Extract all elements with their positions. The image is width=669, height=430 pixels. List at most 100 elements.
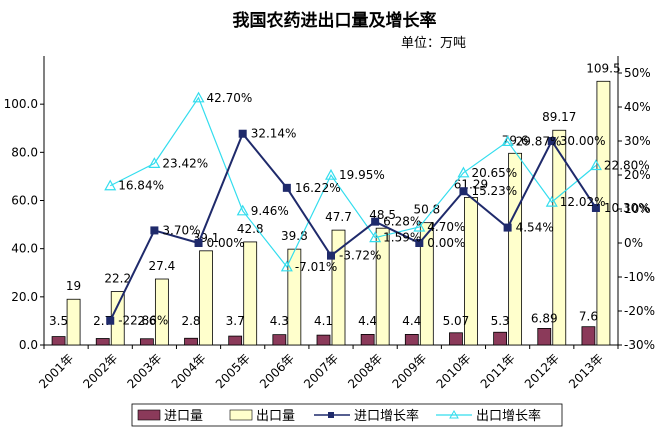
export-growth-label: 16.84% [118,179,164,193]
y-right-tick-label: 0% [624,236,643,250]
export-growth-label: 22.80% [604,158,650,172]
x-tick-label: 2002年 [80,351,120,391]
legend-swatch-import [137,409,161,421]
x-tick-label: 2011年 [478,351,518,391]
bar-import-label: 7.6 [579,310,598,324]
bar-import [581,326,596,346]
export-growth-point [457,166,470,178]
bar-import-label: 2.8 [181,314,200,328]
import-growth-point [459,187,468,196]
y-left-tick-label: 20.0 [11,290,38,304]
bar-import [537,328,552,346]
legend-swatch-export [229,409,253,421]
import-growth-point [150,226,159,235]
legend-marker-import-growth [328,412,334,418]
x-tick-label: 2012年 [522,351,562,391]
export-growth-label: 23.42% [162,156,208,170]
import-growth-point [106,316,115,325]
export-growth-point [148,157,161,168]
bar-import [228,335,243,346]
export-growth-point [501,135,514,147]
y-right-tick-label: 40% [624,100,651,114]
export-growth-point [192,91,205,103]
legend-label-import: 进口量 [164,409,203,424]
line-series [104,91,602,325]
import-growth-point [371,217,380,226]
export-growth-label: 29.87% [516,134,562,148]
import-growth-label: -3.72% [339,249,381,263]
x-tick-label: 2009年 [389,351,429,391]
y-left-tick-label: 80.0 [11,145,38,159]
legend-label-export: 出口量 [256,409,295,424]
export-growth-point [236,204,249,216]
bar-export-label: 50.8 [413,203,440,217]
bar-import-label: 3.5 [49,314,68,328]
legend: 进口量 出口量 进口增长率 出口增长率 [131,403,563,427]
line-labels: 16.84% 23.42% 42.70% 9.46% -7.01% 19.95% 1.59%… [118,91,649,328]
export-growth-label: 12.02% [560,195,606,209]
bar-import-label: 6.89 [531,311,558,325]
bar-import-label: 2.6 [137,314,156,328]
bar-import-label: 4.1 [314,314,333,328]
export-growth-label: -7.01% [295,260,337,274]
x-tick-label: 2013年 [566,351,606,391]
x-tick-label: 2010年 [434,351,474,391]
bar-export-label: 39.8 [281,229,308,243]
x-tick-label: 2004年 [169,351,209,391]
bar-export [243,241,258,346]
bar-import-label: 4.4 [358,314,377,328]
import-growth-label: 6.28% [383,215,421,229]
bar-labels: 3.5192.722.22.627.42.839.13.742.84.339.8… [49,61,621,328]
bar-import [493,331,508,346]
export-growth-point [280,260,293,272]
bar-series [51,80,611,346]
import-growth-point [282,183,291,192]
bar-export [66,298,81,346]
import-growth-label: 15.23% [471,184,517,198]
chart-subtitle: 单位：万吨 [401,36,467,51]
x-tick-label: 2001年 [36,351,76,391]
bar-export [287,248,302,346]
x-tick-label: 2005年 [213,351,253,391]
export-growth-line [109,96,597,268]
export-growth-point [104,179,117,191]
y-right-tick-label: 20% [624,168,651,182]
y-left-tick-label: 40.0 [11,242,38,256]
bar-export [154,278,169,346]
legend-marker-export-growth [449,409,459,419]
bar-export [508,152,523,346]
bar-import [51,336,66,346]
bar-export [375,227,390,346]
bar-import-label: 4.3 [270,314,289,328]
bar-export-label: 109.5 [586,61,620,75]
y-right-tick-label: -30% [624,338,655,352]
export-growth-point [369,231,382,243]
bar-import [272,334,287,346]
export-growth-label: 42.70% [207,91,253,105]
export-growth-point [413,220,426,232]
legend-label-export-growth: 出口增长率 [476,408,541,424]
import-growth-point [238,129,247,138]
export-growth-label: 4.70% [427,220,465,234]
y-left-tick-label: 0.0 [19,338,38,352]
import-growth-label: 0.00% [207,236,245,250]
import-growth-label: 0.00% [427,236,465,250]
import-growth-point [327,251,335,260]
import-growth-label: 3.70% [162,223,200,237]
import-growth-point [194,239,203,247]
import-growth-line [109,131,597,322]
bar-export [552,129,567,346]
export-growth-point [324,168,338,180]
export-growth-label: 20.65% [471,166,517,180]
y-left-tick-label: 100.0 [4,97,38,111]
import-growth-point [547,137,556,145]
y-right-tick-label: -10% [624,270,655,284]
bar-export-label: 47.7 [325,210,352,224]
bar-import [95,338,110,346]
bar-export [419,222,434,346]
x-tick-label: 2003年 [125,351,165,391]
x-tick-label: 2006年 [257,351,297,391]
bar-import [449,332,463,346]
export-growth-point [589,159,602,171]
import-growth-point [503,223,512,232]
